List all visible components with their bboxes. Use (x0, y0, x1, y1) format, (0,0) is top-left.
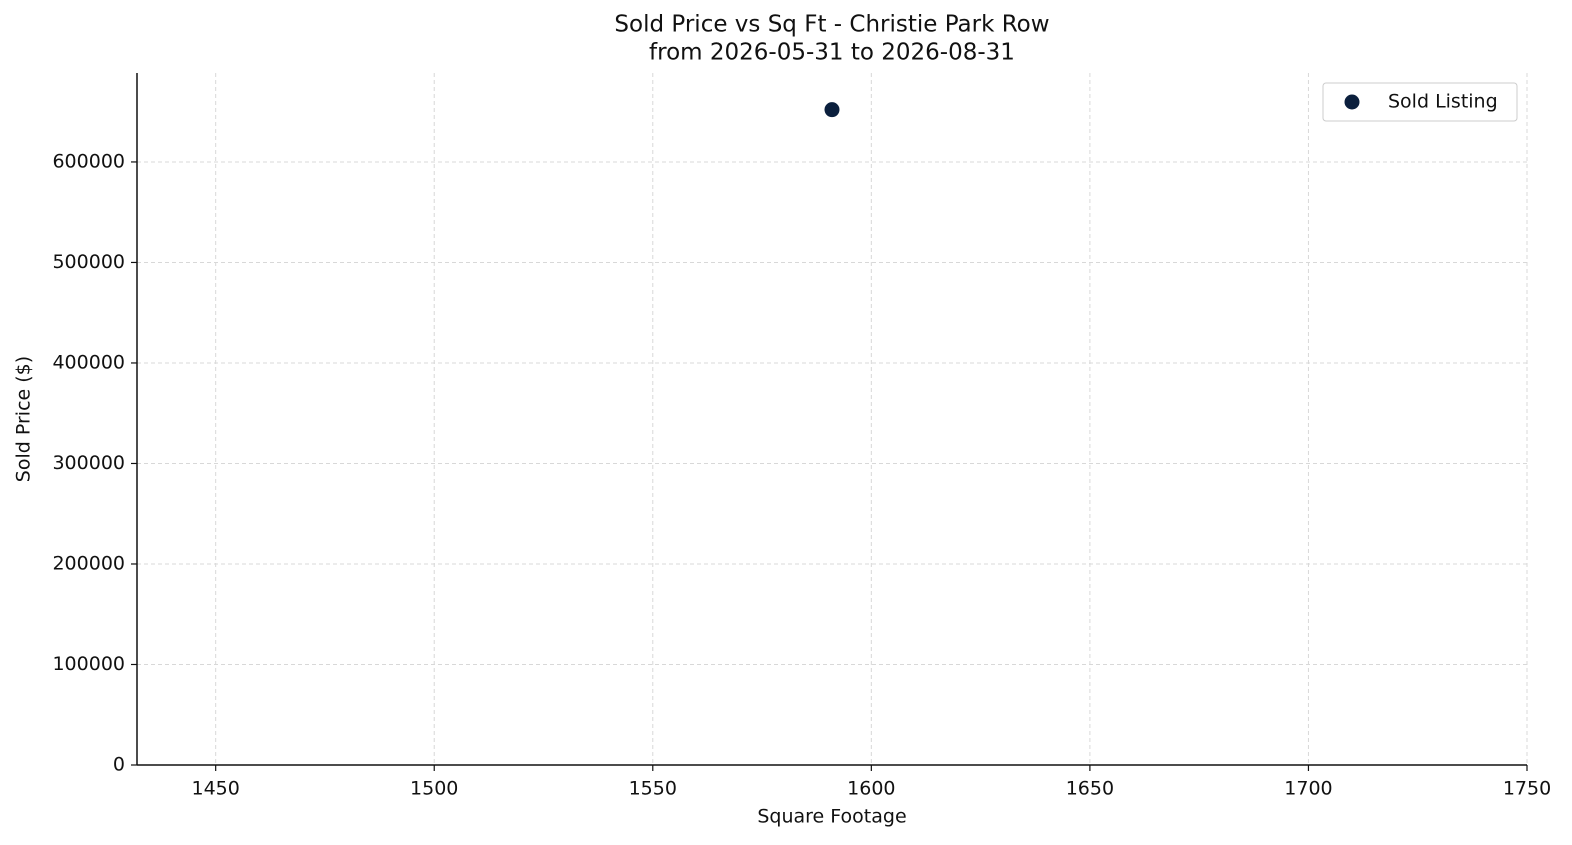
x-axis-label: Square Footage (757, 806, 906, 828)
y-tick-label: 600000 (52, 150, 125, 172)
y-tick-label: 0 (113, 754, 125, 776)
x-tick-label: 1600 (847, 778, 895, 800)
y-tick-label: 500000 (52, 251, 125, 273)
y-tick-label: 100000 (52, 653, 125, 675)
data-point (824, 102, 840, 118)
y-axis-label: Sold Price ($) (13, 356, 35, 482)
y-tick-label: 300000 (52, 452, 125, 474)
x-tick-label: 1750 (1503, 778, 1551, 800)
legend-box (1322, 82, 1518, 122)
x-tick-label: 1650 (1066, 778, 1114, 800)
y-tick-label: 400000 (52, 351, 125, 373)
x-tick-label: 1500 (410, 778, 458, 800)
chart-title: Sold Price vs Sq Ft - Christie Park Row (614, 12, 1049, 38)
y-tick-label: 200000 (52, 552, 125, 574)
chart-subtitle: from 2026-05-31 to 2026-08-31 (649, 40, 1015, 66)
x-tick-label: 1700 (1284, 778, 1332, 800)
x-tick-label: 1550 (629, 778, 677, 800)
x-tick-label: 1450 (191, 778, 239, 800)
legend-marker (1344, 94, 1360, 110)
legend-label: Sold Listing (1388, 91, 1498, 113)
